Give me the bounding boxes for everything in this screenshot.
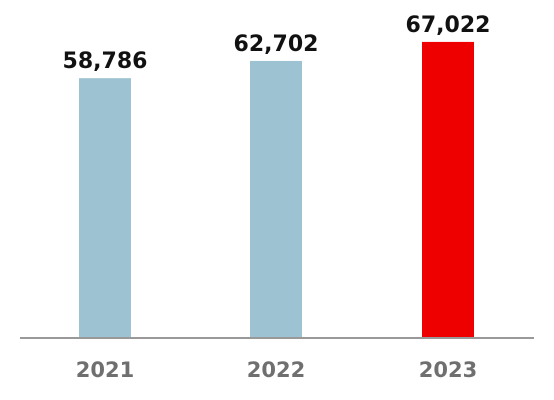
- x-tick-labels-group: 2021 2022 2023: [76, 358, 477, 382]
- bar-2022: [250, 60, 302, 338]
- bar-2021: [79, 78, 131, 337]
- value-labels-group: 58,786 62,702 67,022: [63, 13, 491, 74]
- x-tick-label-2023: 2023: [419, 358, 477, 382]
- value-label-2023: 67,022: [406, 13, 491, 38]
- x-tick-label-2021: 2021: [76, 358, 134, 382]
- x-tick-label-2022: 2022: [247, 358, 305, 382]
- bar-2023: [422, 41, 474, 338]
- value-label-2022: 62,702: [234, 32, 319, 57]
- value-label-2021: 58,786: [63, 49, 148, 74]
- bars-group: [79, 41, 474, 338]
